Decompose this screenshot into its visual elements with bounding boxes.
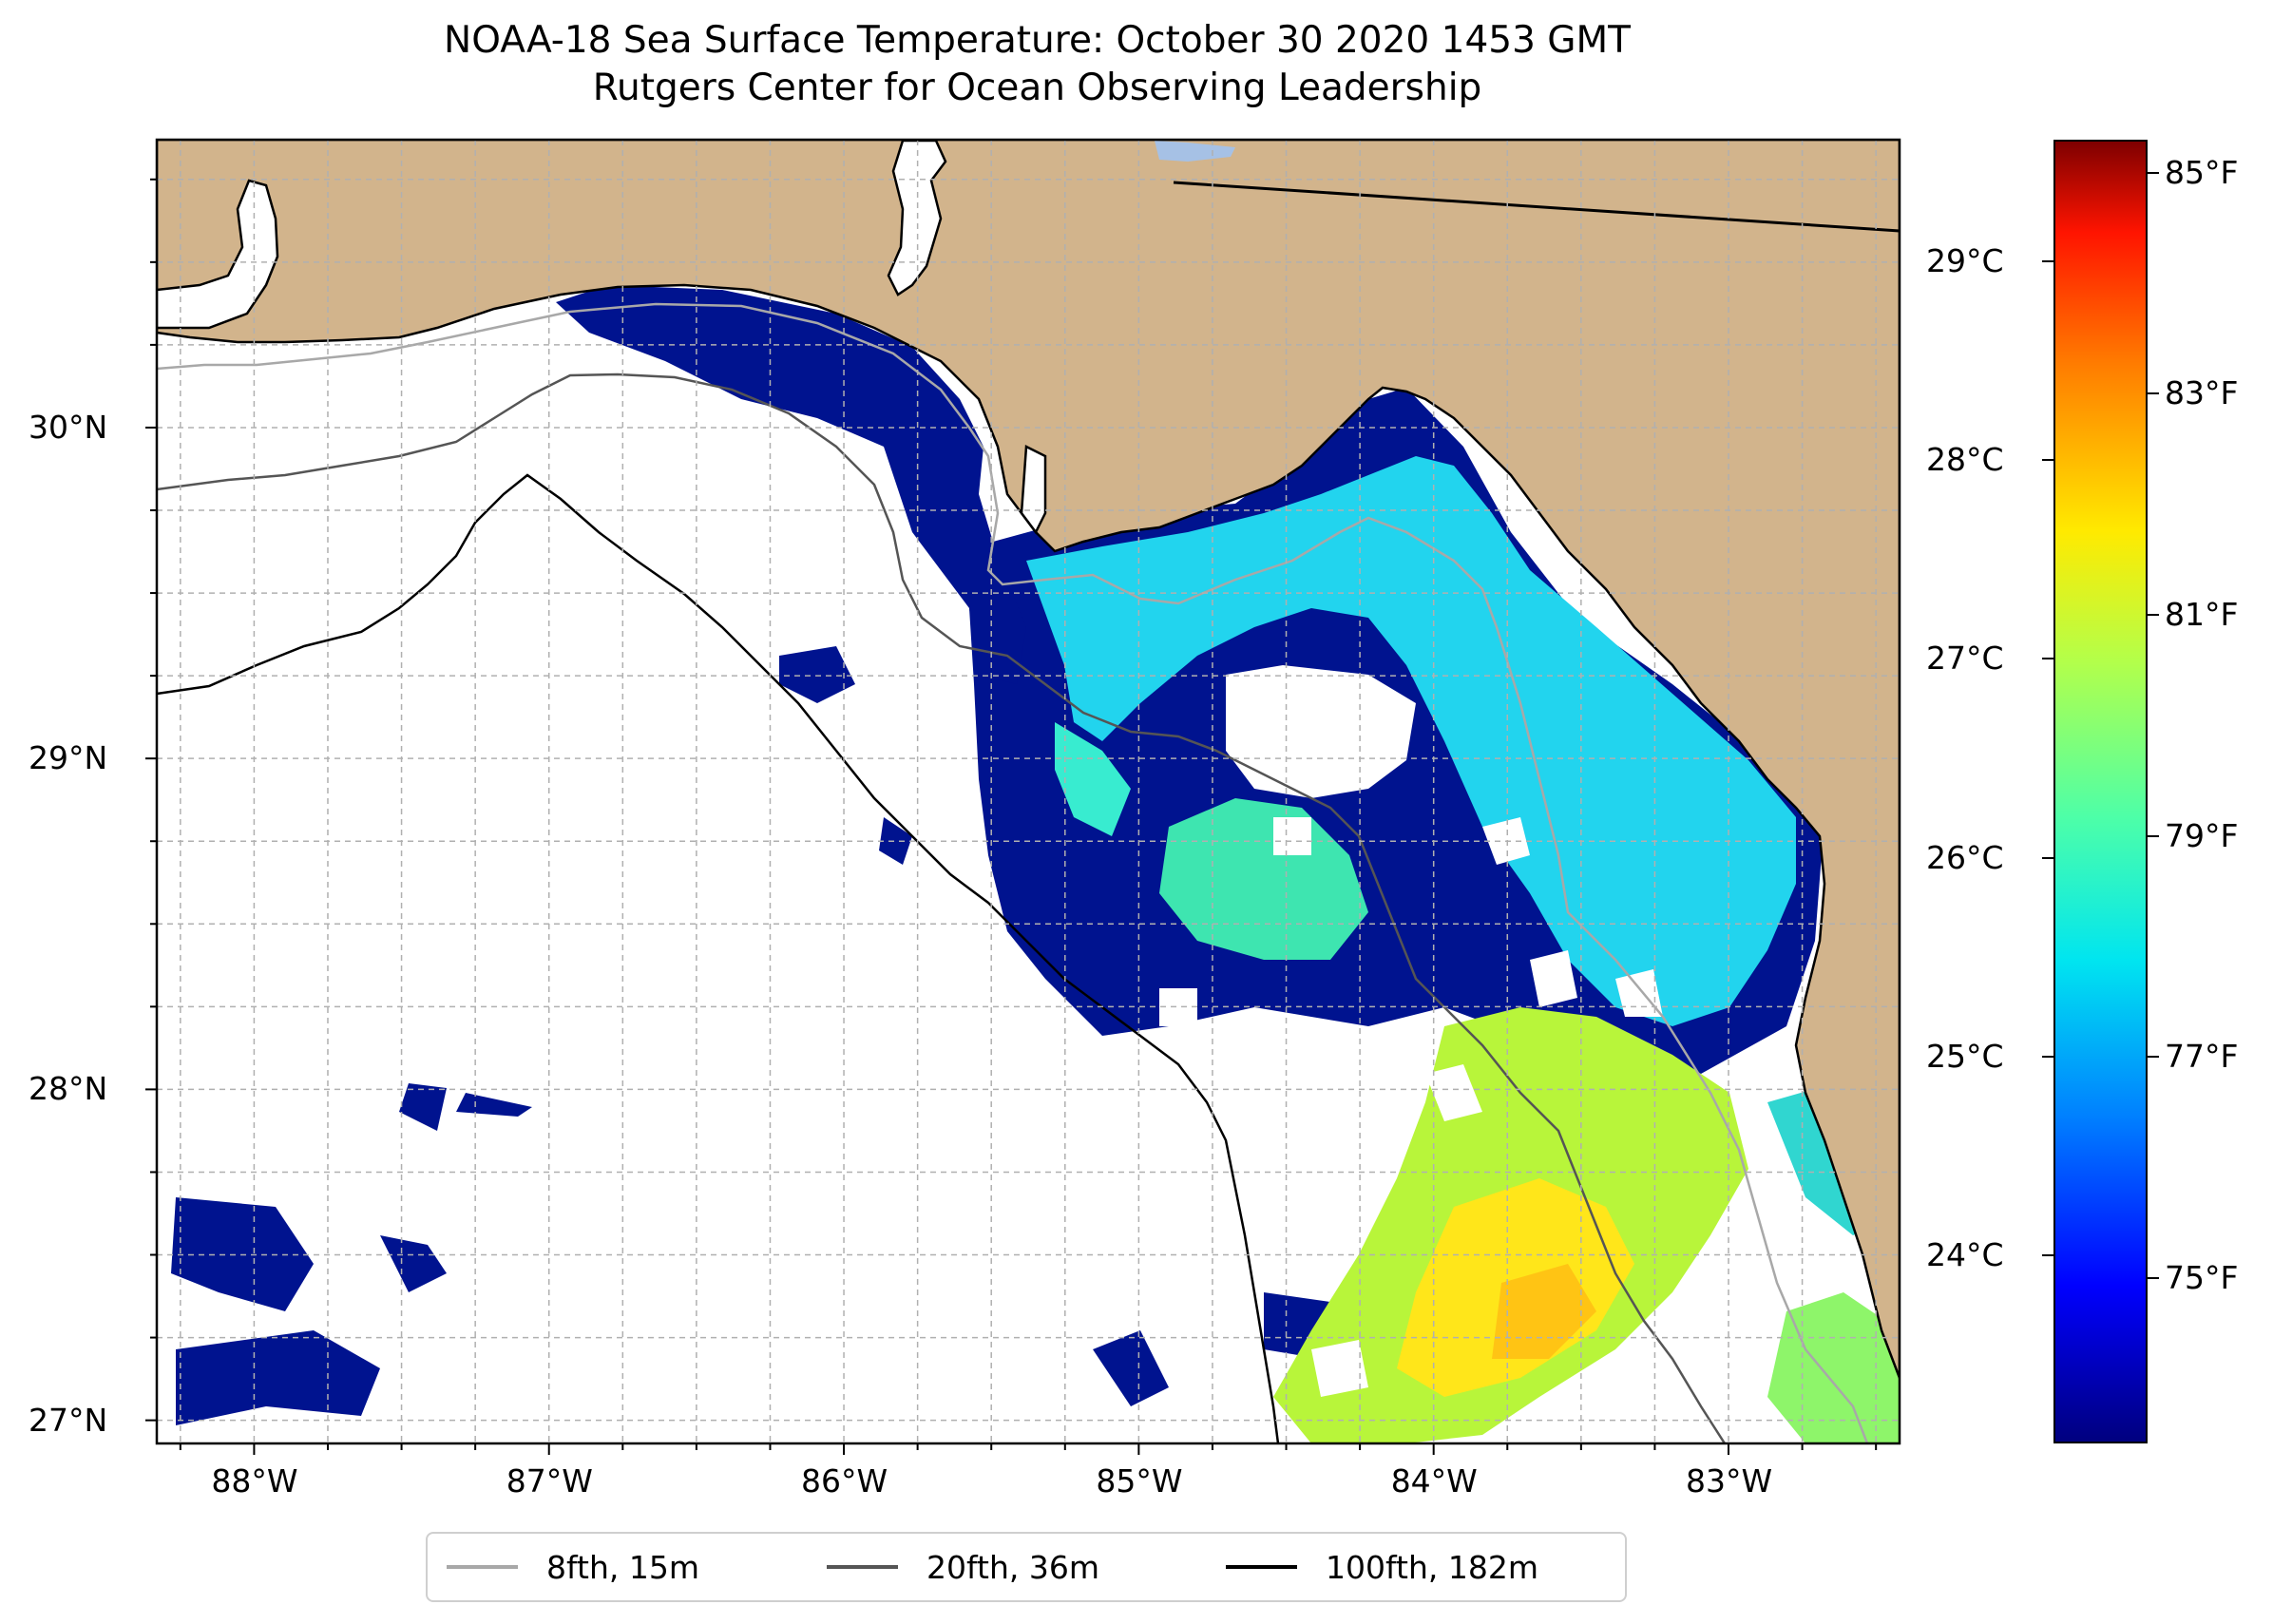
colorbar-f-tick (2148, 171, 2159, 174)
colorbar-c-label: 29°C (1926, 241, 2004, 279)
legend-item: 8fth, 15m (447, 1534, 699, 1600)
lat-tick-label: 27°N (29, 1401, 108, 1439)
legend-line-swatch (827, 1565, 898, 1569)
contour-8fth (157, 302, 1869, 1443)
legend-label: 20fth, 36m (926, 1548, 1099, 1586)
colorbar-f-tick (2148, 1056, 2159, 1059)
legend-item: 100fth, 182m (1226, 1534, 1538, 1600)
axis-ticks (145, 178, 1878, 1455)
legend-line-swatch (447, 1565, 518, 1569)
colorbar-c-tick (2042, 856, 2053, 859)
legend-label: 8fth, 15m (546, 1548, 700, 1586)
lat-tick-label: 28°N (29, 1070, 108, 1108)
lat-tick-label: 30°N (29, 408, 108, 446)
colorbar (2053, 140, 2148, 1443)
colorbar-c-label: 26°C (1926, 838, 2004, 876)
colorbar-c-tick (2042, 1254, 2053, 1257)
colorbar-c-tick (2042, 1056, 2053, 1059)
title-line-1: NOAA-18 Sea Surface Temperature: October… (444, 19, 1631, 62)
colorbar-c-label: 28°C (1926, 441, 2004, 479)
colorbar-c-tick (2042, 259, 2053, 262)
colorbar-f-label: 85°F (2165, 153, 2239, 191)
colorbar-f-tick (2148, 834, 2159, 837)
colorbar-f-label: 75°F (2165, 1258, 2239, 1296)
contour-20fth (157, 373, 1727, 1443)
colorbar-c-label: 27°C (1926, 640, 2004, 678)
lon-tick-label: 85°W (1096, 1462, 1183, 1500)
contour-100fth (157, 473, 1280, 1443)
colorbar-f-label: 81°F (2165, 595, 2239, 633)
sst-coverage-warm (1273, 1007, 1900, 1443)
lon-tick-label: 88°W (211, 1462, 298, 1500)
colorbar-c-label: 24°C (1926, 1236, 2004, 1274)
cloud-gaps (1159, 665, 1663, 1397)
lon-tick-label: 83°W (1686, 1462, 1773, 1500)
colorbar-f-tick (2148, 1276, 2159, 1279)
legend-label: 100fth, 182m (1326, 1548, 1538, 1586)
chart-title: NOAA-18 Sea Surface Temperature: October… (0, 17, 2074, 112)
map-frame (155, 138, 1901, 1445)
contour-legend: 8fth, 15m 20fth, 36m 100fth, 182m (426, 1532, 1627, 1602)
lon-tick-label: 84°W (1390, 1462, 1478, 1500)
legend-line-swatch (1226, 1565, 1297, 1569)
lon-tick-label: 86°W (801, 1462, 888, 1500)
colorbar-c-tick (2042, 459, 2053, 462)
state-border (1173, 181, 1900, 233)
legend-item: 20fth, 36m (827, 1534, 1099, 1600)
title-line-2: Rutgers Center for Ocean Observing Leade… (592, 67, 1482, 109)
colorbar-f-tick (2148, 392, 2159, 395)
gridlines (157, 140, 1900, 1443)
lat-tick-label: 29°N (29, 739, 108, 777)
colorbar-f-label: 79°F (2165, 816, 2239, 854)
lon-tick-label: 87°W (506, 1462, 593, 1500)
colorbar-f-label: 77°F (2165, 1038, 2239, 1076)
colorbar-c-tick (2042, 658, 2053, 660)
colorbar-f-label: 83°F (2165, 374, 2239, 412)
colorbar-f-tick (2148, 613, 2159, 616)
colorbar-c-label: 25°C (1926, 1038, 2004, 1076)
